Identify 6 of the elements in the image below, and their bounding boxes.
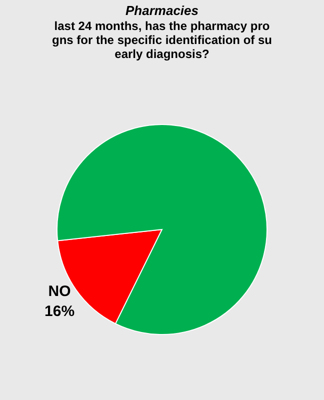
text: gns for the specific identification of su [52,33,272,47]
slice-label: NO [48,283,72,300]
data-label: 16% [44,303,75,320]
text: early diagnosis? [114,47,210,61]
text: last 24 months, has the pharmacy pro [54,19,270,33]
text: Pharmacies [126,3,198,18]
